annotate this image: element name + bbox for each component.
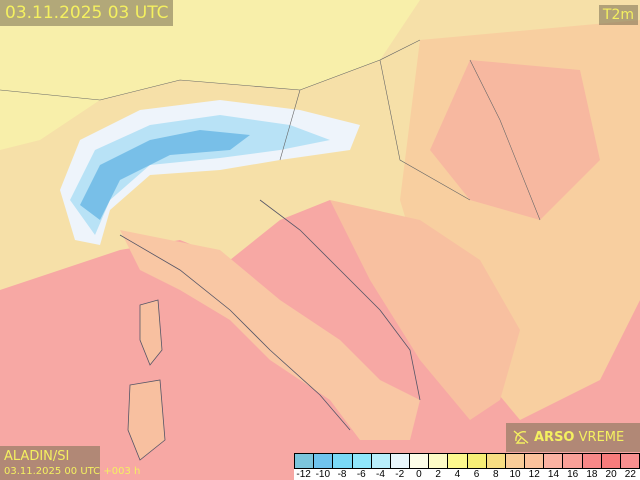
legend-swatch [544, 454, 564, 469]
legend-tick: 10 [509, 469, 521, 480]
legend-tick: 16 [567, 469, 579, 480]
legend-tick: 4 [454, 469, 461, 480]
land-hungary [430, 60, 600, 220]
legend-tick: 6 [473, 469, 480, 480]
legend-swatch [429, 454, 449, 469]
alps-freezing [70, 115, 330, 235]
legend-tick: -6 [356, 469, 366, 480]
legend-swatch [563, 454, 583, 469]
land-balkans [330, 200, 520, 420]
sardinia [127, 379, 166, 461]
parameter-label: T2m [598, 5, 638, 25]
adriatic-coast [259, 199, 421, 401]
legend-swatch [448, 454, 468, 469]
legend-swatch [505, 454, 526, 469]
logo-brand: ARSO [534, 430, 575, 445]
legend-swatch [467, 454, 487, 469]
italy-coast [119, 234, 351, 431]
legend-swatch [525, 454, 545, 469]
model-info: ALADIN/SI 03.11.2025 00 UTC +003 h [0, 446, 141, 480]
legend-swatch [390, 454, 411, 469]
legend-swatch [486, 454, 506, 469]
model-run: 03.11.2025 00 UTC +003 h [4, 466, 141, 477]
legend-swatch [582, 454, 602, 469]
logo-product: VREME [578, 430, 625, 445]
legend-tick: 18 [586, 469, 598, 480]
color-legend: -12 -10 -8 -6 -4 -2 0 2 4 6 8 10 12 14 16 18 20 22 [294, 453, 640, 480]
legend-swatch [314, 454, 334, 469]
land-central-europe [0, 0, 420, 150]
alps-coldest [80, 130, 250, 220]
legend-tick: 2 [435, 469, 441, 480]
legend-tick: -12 [296, 469, 311, 480]
valid-time-label: 03.11.2025 03 UTC [0, 0, 174, 26]
legend-tick: 12 [528, 469, 540, 480]
corsica [139, 299, 163, 366]
legend-swatch [601, 454, 621, 469]
model-name: ALADIN/SI [4, 449, 70, 464]
satellite-dish-icon [513, 430, 529, 444]
legend-tick: 22 [624, 469, 636, 480]
legend-tick: -8 [337, 469, 347, 480]
legend-tick: -10 [315, 469, 331, 480]
legend-tick: -2 [395, 469, 405, 480]
legend-tick: 8 [493, 469, 499, 480]
legend-tick: 0 [416, 469, 422, 480]
legend-swatch [295, 454, 315, 469]
legend-tick: 20 [605, 469, 617, 480]
legend-swatch [410, 454, 430, 469]
legend-tick: 14 [547, 469, 560, 480]
legend-swatch [371, 454, 391, 469]
legend-swatch [352, 454, 372, 469]
legend-tick: -4 [376, 469, 385, 480]
legend-swatch [620, 454, 640, 469]
arso-logo: ARSO VREME [506, 423, 640, 452]
legend-swatch [333, 454, 353, 469]
borders [0, 39, 541, 221]
